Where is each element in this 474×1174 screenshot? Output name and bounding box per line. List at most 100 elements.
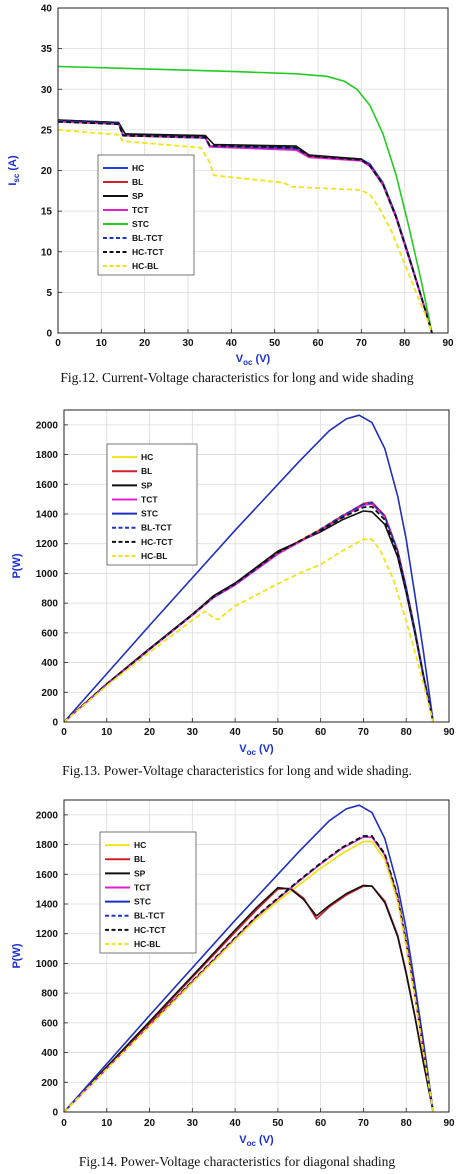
chart-pv-long-wide: 0 10 20 30 40 50 60 70 80 90 0 200 400 600 800 1000 1200… [11,409,455,757]
y-tick-label: 0 [46,329,52,340]
y-tick-label: 40 [41,4,53,15]
plot-frame [63,799,450,1113]
chart-pv-diagonal: 0 10 20 30 40 50 60 70 80 90 0 200 400 600 800 1000 1200… [11,799,455,1148]
legend-label-tct: TCT [134,882,151,892]
legend: HC BL SP TCT STC BL-TCT HC-TCT HC-BL [106,443,198,566]
chart-iv-long-wide: 0 10 20 30 40 50 60 70 80 90 0 5 10 15 20 25 30 35 40 Voc (… [7,4,454,368]
legend-label-hc-tct: HC-TCT [134,925,166,935]
y-tick-label: 1000 [36,959,59,970]
legend-box [106,443,198,566]
legend-label-stc: STC [141,509,158,519]
y-tick-label: 400 [41,658,58,669]
x-tick-label: 0 [61,727,67,738]
series-line-stc [63,804,434,1113]
x-tick-label: 60 [315,727,327,738]
x-tick-label: 70 [358,727,370,738]
x-tick-label: 40 [230,1118,242,1129]
caption-fig13: Fig.13. Power-Voltage characteristics fo… [62,763,412,778]
legend: HC BL SP TCT STC BL-TCT HC-TCT HC-BL [97,154,195,276]
y-tick-label: 10 [41,247,53,258]
x-tick-label: 50 [272,727,284,738]
y-tick-label: 600 [41,628,58,639]
y-tick-label: 800 [41,989,58,1000]
legend-label-stc: STC [132,219,149,229]
legend-label-sp: SP [134,868,146,878]
x-tick-label: 90 [443,1118,455,1129]
x-axis-label: Voc (V) [236,353,271,367]
y-tick-label: 200 [41,688,58,699]
x-tick-label: 20 [139,338,151,349]
y-tick-label: 5 [46,288,52,299]
y-tick-label: 800 [41,599,58,610]
y-tick-label: 2000 [36,420,59,431]
x-tick-label: 80 [401,727,413,738]
y-tick-label: 200 [41,1078,58,1089]
legend-label-hc-tct: HC-TCT [141,537,173,547]
caption-fig14: Fig.14. Power-Voltage characteristics fo… [78,1154,396,1169]
x-tick-label: 40 [226,338,238,349]
x-tick-label: 50 [272,1118,284,1129]
legend-label-bl-tct: BL-TCT [132,233,163,243]
y-tick-label: 1800 [36,450,59,461]
legend-label-bl: BL [132,177,143,187]
legend-label-hc-bl: HC-BL [132,261,158,271]
y-axis-label: P(W) [11,553,23,578]
x-tick-label: 30 [187,1118,199,1129]
y-axis-label: Isc (A) [7,155,21,186]
y-tick-label: 25 [41,125,53,136]
legend-label-hc-bl: HC-BL [134,939,160,949]
x-tick-label: 60 [315,1118,327,1129]
x-tick-label: 50 [269,338,281,349]
x-tick-label: 10 [96,338,108,349]
legend-label-sp: SP [132,191,144,201]
y-tick-label: 1200 [36,929,59,940]
legend-label-tct: TCT [132,205,149,215]
x-tick-label: 90 [442,338,454,349]
y-tick-label: 1400 [36,900,59,911]
caption-fig12: Fig.12. Current-Voltage characteristics … [60,370,414,385]
series-line-hc-bl [57,129,433,334]
x-axis-label: Voc (V) [239,1134,274,1148]
x-tick-label: 40 [230,727,242,738]
y-tick-label: 15 [41,207,53,218]
y-tick-label: 2000 [36,810,59,821]
y-tick-label: 1200 [36,539,59,550]
x-axis-label: Voc (V) [239,743,274,757]
y-tick-label: 600 [41,1018,58,1029]
legend: HC BL SP TCT STC BL-TCT HC-TCT HC-BL [99,831,197,954]
legend-label-bl: BL [134,854,145,864]
y-tick-label: 1800 [36,840,59,851]
y-tick-label: 20 [41,166,53,177]
figure-14: 0 10 20 30 40 50 60 70 80 90 0 200 400 600 800 1000 1200… [0,784,474,1174]
y-tick-label: 1600 [36,480,59,491]
legend-label-bl: BL [141,466,152,476]
legend-label-hc: HC [134,840,146,850]
y-tick-label: 1400 [36,510,59,521]
series-line-hc-bl [63,538,435,723]
legend-label-hc-bl: HC-BL [141,551,167,561]
y-tick-label: 30 [41,85,53,96]
x-tick-label: 20 [144,727,156,738]
x-tick-label: 90 [443,727,455,738]
x-tick-label: 0 [55,338,61,349]
x-tick-label: 0 [61,1118,67,1129]
y-tick-label: 35 [41,44,53,55]
series-line-sp [63,884,434,1113]
y-tick-label: 1600 [36,870,59,881]
y-tick-label: 1000 [36,569,59,580]
series-line-stc [63,414,434,723]
series-line-hc-bl [63,840,435,1113]
plot-frame [63,409,450,723]
legend-label-bl-tct: BL-TCT [141,523,172,533]
x-tick-label: 10 [101,727,113,738]
y-tick-label: 400 [41,1048,58,1059]
legend-label-bl-tct: BL-TCT [134,911,165,921]
series-line-stc [57,65,433,334]
y-tick-label: 0 [52,1108,58,1119]
x-tick-label: 20 [144,1118,156,1129]
figure-12: 0 10 20 30 40 50 60 70 80 90 0 5 10 15 20 25 30 35 40 Voc (… [0,0,474,392]
x-tick-label: 80 [399,338,411,349]
series-line-hc-tct [63,505,435,723]
series-line-hc-tct [57,120,433,334]
x-tick-label: 70 [358,1118,370,1129]
